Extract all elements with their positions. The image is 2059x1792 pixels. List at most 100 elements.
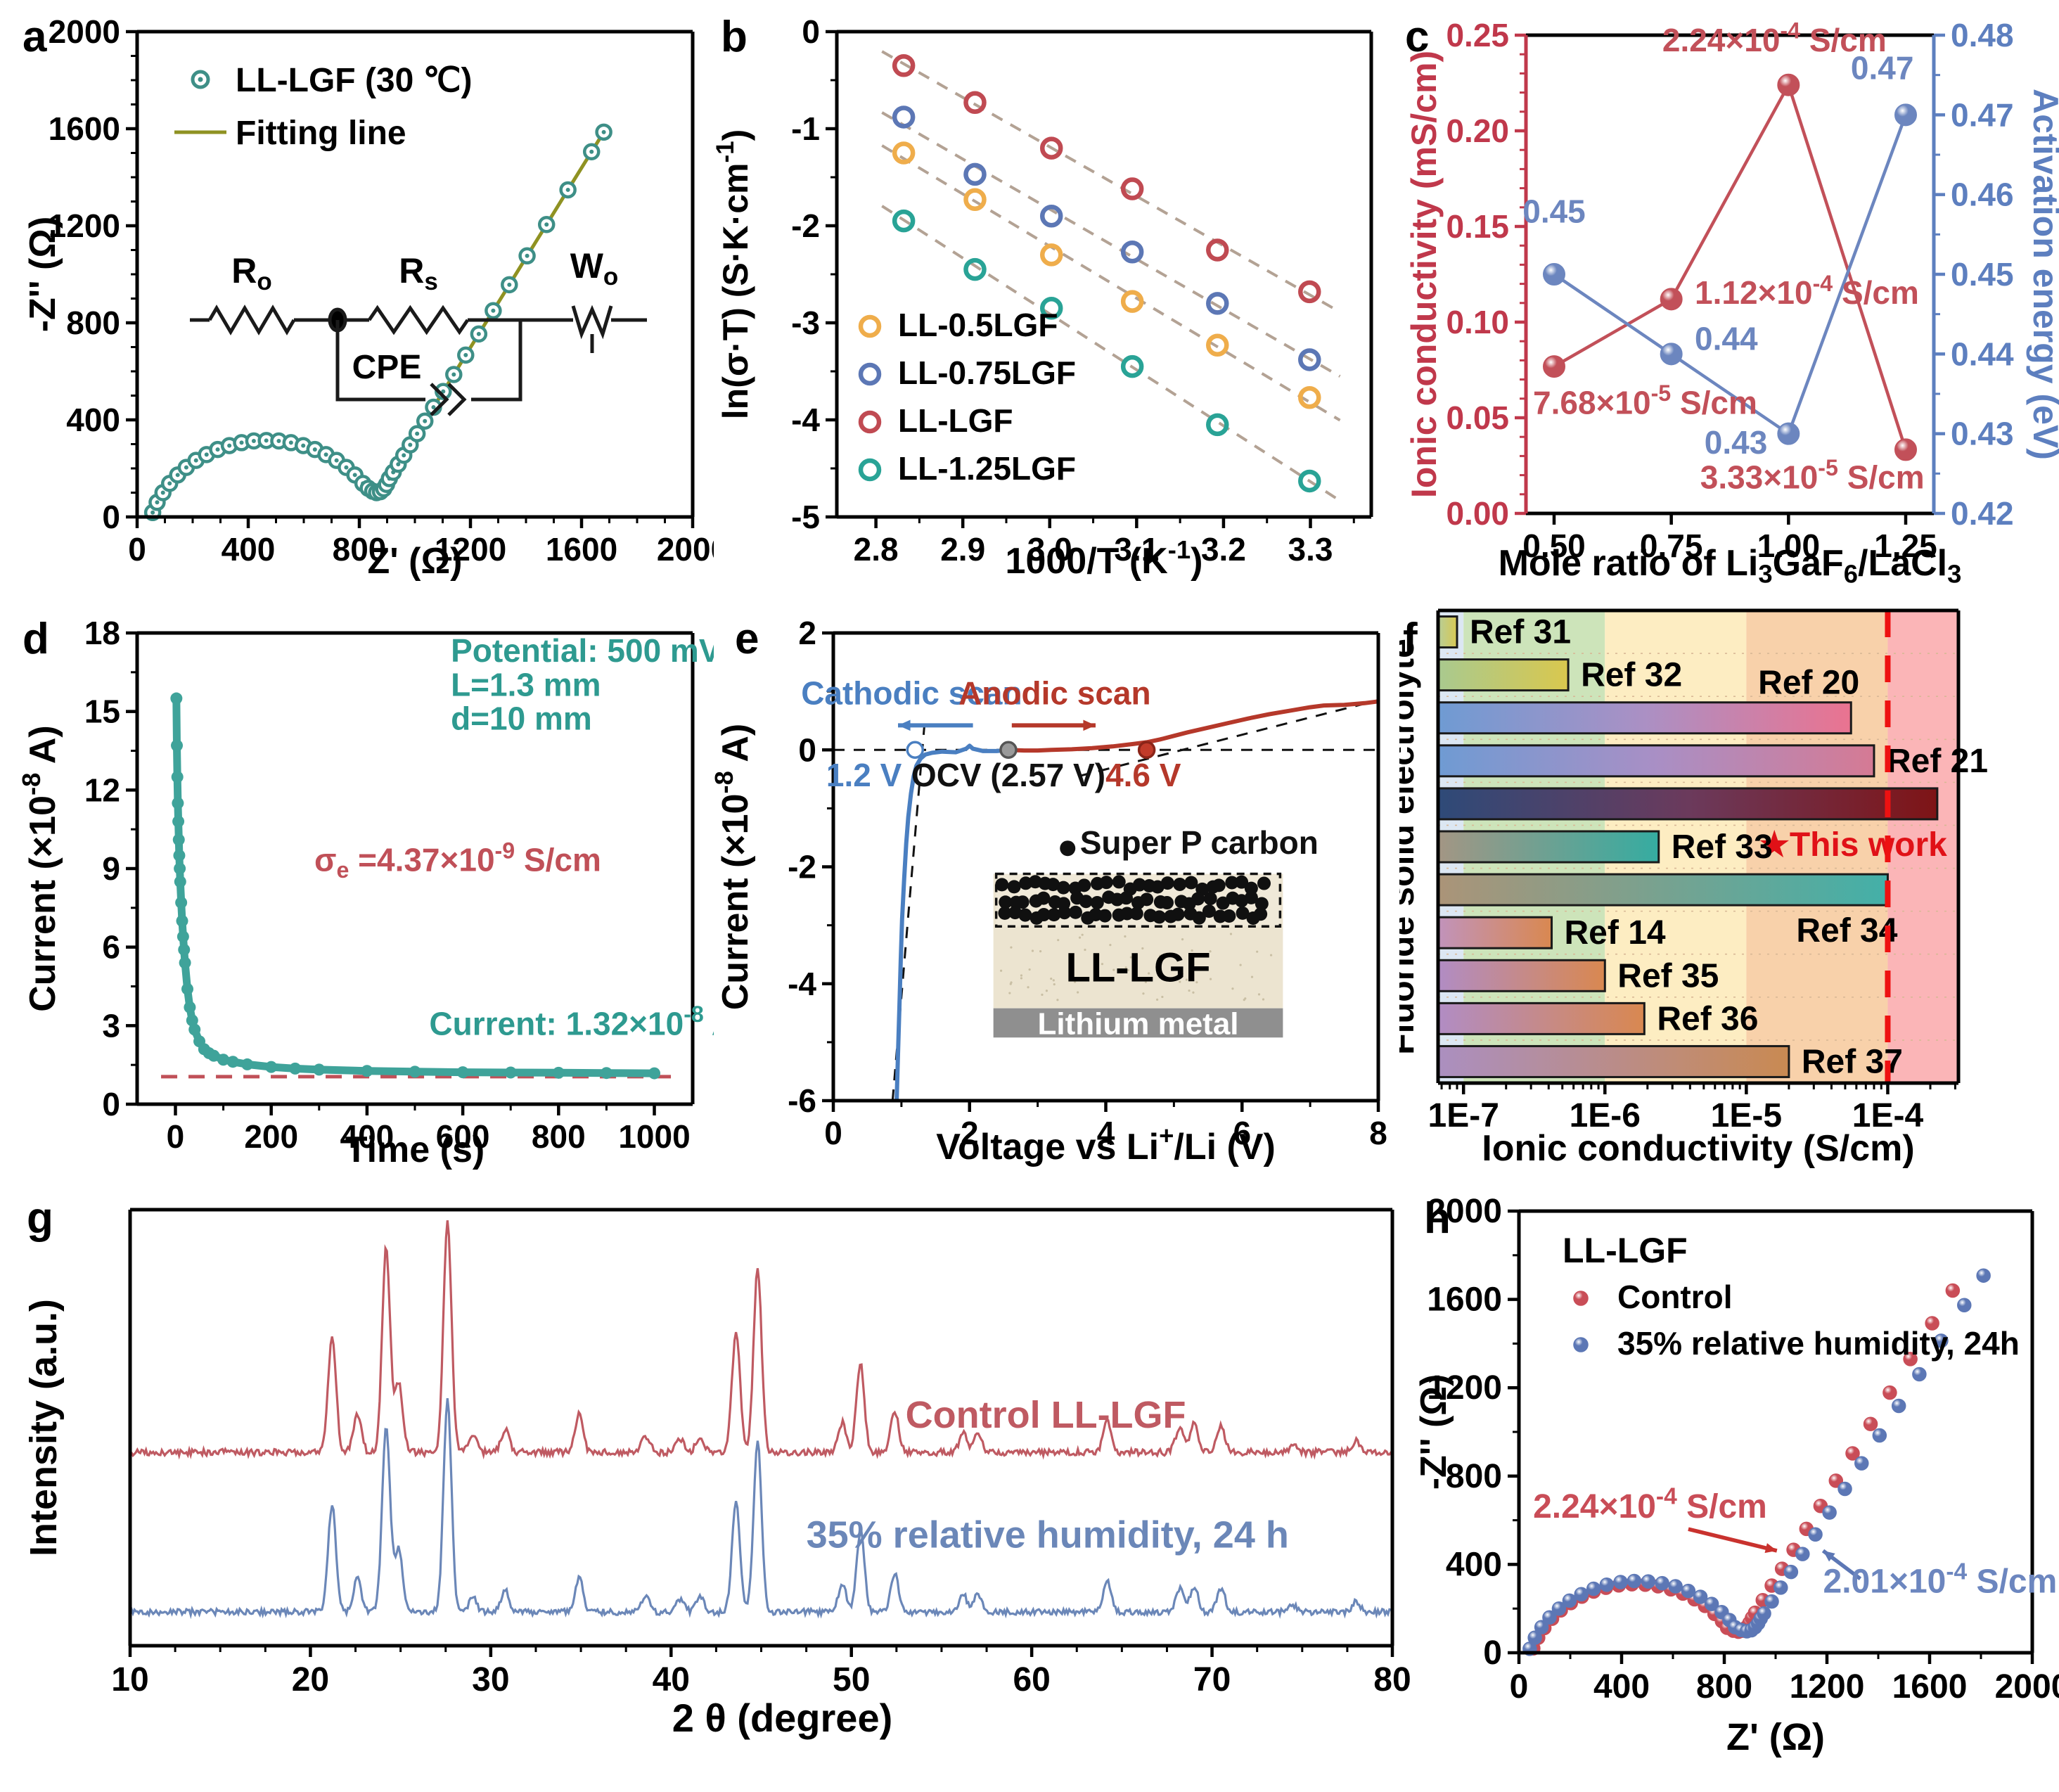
d-y-axis-label: Current (×10-8 A) (21, 725, 63, 1012)
a-circuit-label-r0: Ro (231, 251, 272, 295)
f-bar-label-7: Ref 14 (1565, 914, 1666, 952)
tick-label: 50 (833, 1661, 870, 1698)
panel-e: e LL-LGF Lithium metal 0 2 4 6 8 -6 -4 -2 0 2 Voltag… (714, 612, 1399, 1192)
e-marker-1 (999, 741, 1018, 759)
c-annotation-2: 7.68×10-5 S/cm (1533, 380, 1757, 421)
tick-label: 0.00 (1446, 495, 1509, 532)
h-series-1 (1522, 1268, 1991, 1656)
tick-label: -3 (791, 305, 820, 341)
tick-label: 10 (111, 1661, 148, 1698)
e-lithium-label: Lithium metal (1038, 1006, 1239, 1041)
a-legend: LL-LGF (30 ℃) Fitting line (174, 62, 473, 152)
tick-label: 800 (66, 305, 120, 341)
f-bar-ref-21 (1437, 744, 1875, 778)
e-cell-schematic: LL-LGF Lithium metal (993, 872, 1283, 1041)
tick-label: 0 (798, 731, 816, 768)
tick-label: 1200 (435, 531, 506, 568)
tick-label: 6 (102, 929, 120, 966)
tick-label: 2.8 (854, 531, 899, 568)
tick-label: 1600 (49, 110, 120, 147)
panel-g-letter: g (27, 1194, 53, 1243)
tick-label: -1 (791, 110, 820, 147)
tick-label: 0.75 (1640, 527, 1703, 564)
panel-c-letter: c (1405, 13, 1430, 61)
tick-label: 0.10 (1446, 304, 1509, 340)
panel-f: f Ref 31 Ref 32 Ref 20 Ref 21 ★This work Ref … (1399, 605, 2059, 1196)
tick-label: 15 (84, 693, 120, 730)
h-legend: LL-LGF Control 35% relative humidity, 24h (1563, 1231, 2020, 1362)
f-bar-ref-20 (1437, 701, 1852, 735)
panel-b: b 2.8 2.9 3.0 3.1 3.2 3.3 0 -1 -2 -3 -4 -5 1000/T (K… (714, 7, 1399, 605)
d-annotation-4: Current: 1.32×10-8 A (429, 1001, 714, 1042)
tick-label: 400 (66, 402, 120, 438)
c-series-1 (1543, 103, 1917, 445)
tick-label: 800 (1696, 1668, 1752, 1705)
tick-label: 2000 (657, 531, 714, 568)
panel-e-letter: e (735, 615, 759, 663)
tick-label: -2 (788, 849, 816, 885)
c-annotation-3: 3.33×10-5 S/cm (1700, 455, 1925, 495)
tick-label: 2 (961, 1115, 979, 1151)
c-annotation-0: 2.24×10-4 S/cm (1662, 18, 1887, 58)
tick-label: 800 (532, 1118, 586, 1155)
e-annotation-2: 1.2 V (826, 757, 902, 793)
c-series-0 (1543, 73, 1917, 461)
b-series-2 (892, 54, 1321, 304)
tick-label: 0.25 (1446, 17, 1509, 53)
tick-label: 40 (653, 1661, 690, 1698)
a-y-axis-label: -Z'' (Ω) (23, 217, 63, 333)
panel-d-letter: d (23, 615, 49, 663)
tick-label: 0.47 (1951, 96, 2014, 133)
b-legend-item-0: LL-0.5LGF (898, 307, 1058, 343)
a-legend-item-0: LL-LGF (30 ℃) (236, 62, 473, 99)
f-bar-label-6: Ref 34 (1796, 912, 1897, 949)
c-annotation-6: 0.43 (1705, 424, 1768, 461)
e-annotation-0: Cathodic scan (801, 674, 1022, 711)
b-legend-item-3: LL-1.25LGF (898, 450, 1076, 487)
a-series-ll-lgf (143, 123, 612, 522)
tick-label: 1200 (1427, 1369, 1502, 1407)
tick-label: -6 (788, 1082, 816, 1119)
b-x-axis-label: 1000/T (K-1) (1006, 535, 1203, 582)
f-band-3 (1746, 610, 1888, 1083)
tick-label: 18 (84, 615, 120, 651)
b-legend: LL-0.5LGF LL-0.75LGF LL-LGF LL-1.25LGF (858, 307, 1076, 487)
panel-h-chart: 0 400 800 1200 1600 2000 0 400 800 1200 1600 2000 Z'… (1413, 1196, 2059, 1758)
tick-label: 0 (102, 1086, 120, 1122)
f-bar-label-8: Ref 35 (1617, 957, 1719, 994)
a-circuit-label-cpe: CPE (352, 349, 422, 386)
e-marker-2 (1137, 741, 1156, 759)
b-y-axis-label: ln(σ·T) (S·K·cm-1) (714, 129, 755, 419)
tick-label: 1E-5 (1711, 1097, 1782, 1134)
d-x-axis-label: Time (s) (345, 1129, 485, 1170)
tick-label: 1000 (618, 1118, 690, 1155)
tick-label: 3.2 (1201, 531, 1246, 568)
f-band-4 (1887, 610, 1958, 1083)
tick-label: 0.44 (1951, 335, 2014, 372)
tick-label: 0 (102, 499, 120, 535)
h-legend-item-0: Control (1617, 1279, 1733, 1315)
a-legend-item-1: Fitting line (236, 115, 406, 152)
d-annotation-0: Potential: 500 mV (451, 632, 714, 669)
tick-label: -4 (791, 402, 820, 438)
tick-label: 2000 (49, 13, 120, 50)
panel-g-chart: 10 20 30 40 50 60 70 80 2 θ (degree) Intensity (a… (23, 1208, 1411, 1740)
f-bar-ref-37 (1437, 1044, 1790, 1078)
g-annotation-0: Control LL-LGF (906, 1394, 1186, 1436)
tick-label: 1E-4 (1852, 1097, 1924, 1134)
b-series-0 (892, 141, 1321, 409)
tick-label: 3.0 (1027, 531, 1072, 568)
tick-label: 400 (1593, 1668, 1650, 1705)
panel-h-letter: h (1424, 1194, 1451, 1243)
b-series-1 (892, 105, 1321, 371)
tick-label: 0 (1483, 1634, 1502, 1672)
f-y-axis-label: Fluoride solid electrolyte (1399, 639, 1421, 1055)
tick-label: 0.05 (1446, 399, 1509, 436)
tick-label: 2000 (1995, 1668, 2059, 1705)
tick-label: 9 (102, 850, 120, 887)
f-bar-label-2: Ref 20 (1758, 665, 1859, 702)
tick-label: 0 (802, 13, 820, 50)
panel-c: c 0.50 0.75 1.00 1.25 0.00 0.05 0.10 0.15 0.20 0.… (1399, 7, 2059, 619)
